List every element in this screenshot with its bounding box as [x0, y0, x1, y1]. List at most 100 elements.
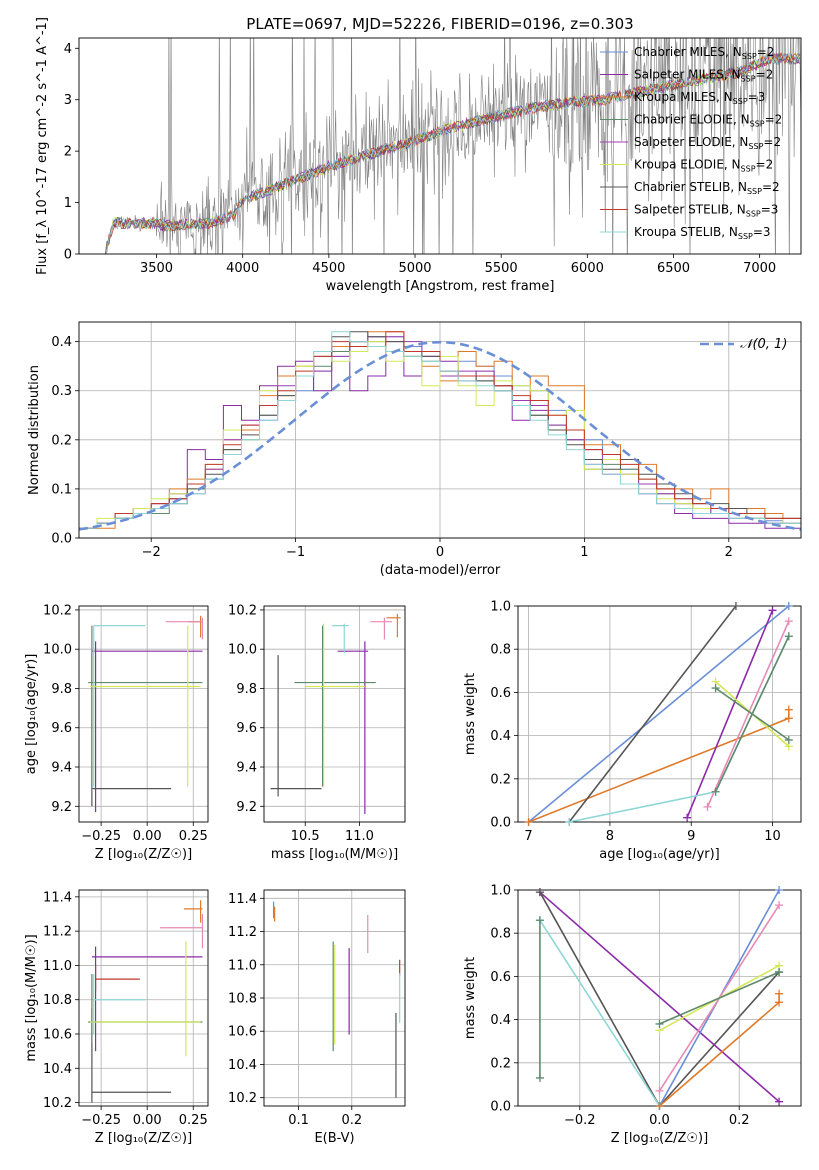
y-tick-label: 0.8 — [490, 643, 511, 658]
legend-count: =2 — [756, 68, 774, 82]
y-tick-label: 9.6 — [51, 721, 72, 736]
x-tick-label: 11.0 — [345, 829, 374, 844]
weight-marker — [784, 617, 793, 626]
legend-subscript: SSP — [750, 120, 765, 129]
y-axis-label: Flux [f_λ 10^-17 erg cm^-2 s^-1 A^-1] — [35, 17, 50, 275]
y-tick-label: 0.2 — [51, 433, 72, 448]
y-tick-label: 10.8 — [43, 993, 72, 1008]
x-tick-label: 10.5 — [291, 829, 320, 844]
panel-mass-age: 10.5 11.0 9.2 9.4 9.6 9.8 10.0 10.2 mass [log₁₀(… — [228, 603, 406, 862]
normal-curve — [79, 340, 801, 531]
panel-z-weight: −0.2 0.0 0.2 0.0 0.2 0.4 0.6 0.8 1.0 Z [log₁₀(Z/Z… — [463, 884, 802, 1146]
x-tick-label: 0.25 — [179, 829, 208, 844]
weight-marker — [655, 1102, 664, 1110]
y-tick-label: 0.4 — [490, 729, 511, 744]
data-spectrum — [105, 38, 801, 254]
x-tick-label: 5500 — [485, 261, 518, 276]
x-tick-label: 9 — [687, 829, 695, 844]
y-axis-label: mass weight — [463, 957, 478, 1039]
weight-marker — [775, 901, 784, 910]
legend-label: Salpeter MILES, NSSP=2 — [634, 68, 773, 84]
y-tick-label: 10.6 — [228, 1025, 257, 1040]
weight-marker — [784, 602, 793, 610]
axes-frame — [517, 605, 802, 823]
x-axis-label: Z [log₁₀(Z/Z☉)] — [95, 1131, 192, 1146]
x-tick-label: −1 — [286, 545, 305, 560]
weight-marker — [775, 886, 784, 894]
x-tick-label: 4500 — [312, 261, 345, 276]
y-tick-label: 0.4 — [51, 335, 72, 350]
legend-label: Kroupa MILES, NSSP=3 — [634, 90, 765, 106]
y-tick-label: 9.4 — [51, 761, 72, 776]
y-tick-label: 4 — [64, 42, 72, 57]
weight-marker — [535, 1073, 544, 1082]
y-tick-label: 11.0 — [228, 958, 257, 973]
weight-line — [528, 606, 790, 822]
weight-marker — [775, 1097, 784, 1106]
weight-marker — [784, 714, 793, 723]
x-axis-label: mass [log₁₀(M/M☉)] — [271, 847, 398, 862]
y-tick-label: 0.4 — [490, 1013, 511, 1028]
legend-count: =2 — [762, 180, 780, 194]
panel-spectrum: 3500 4000 4500 5000 5500 6000 6500 7000 0 1 2 3 4 wav… — [35, 17, 802, 294]
weight-marker — [703, 802, 712, 811]
y-tick-label: 11.4 — [43, 890, 72, 905]
model-spectrum — [105, 52, 800, 254]
x-tick-label: 5000 — [398, 261, 431, 276]
weight-marker — [655, 1019, 664, 1028]
x-tick-label: 4000 — [226, 261, 259, 276]
weight-marker — [711, 684, 720, 693]
legend-subscript: SSP — [733, 97, 748, 106]
x-tick-label: 10 — [764, 829, 781, 844]
legend-count: =2 — [763, 135, 781, 149]
x-tick-label: 0.0 — [649, 1113, 670, 1128]
weight-marker — [711, 787, 720, 796]
weight-line — [686, 609, 774, 819]
axes-frame — [78, 889, 209, 1107]
weight-line — [706, 620, 790, 808]
y-tick-label: 9.2 — [236, 800, 257, 815]
x-tick-label: −2 — [142, 545, 161, 560]
legend-subscript: SSP — [746, 210, 761, 219]
x-axis-label: E(B-V) — [314, 1131, 354, 1146]
x-tick-label: 0.00 — [133, 829, 162, 844]
x-tick-label: 0.25 — [179, 1113, 208, 1128]
weight-marker — [784, 735, 793, 744]
y-axis-label: Normed distribution — [27, 365, 42, 495]
x-axis-label: wavelength [Angstrom, rest frame] — [326, 279, 555, 294]
x-tick-label: 0 — [436, 545, 444, 560]
legend-label: Kroupa ELODIE, NSSP=2 — [634, 158, 773, 174]
weight-line — [539, 919, 661, 1106]
y-tick-label: 1 — [64, 196, 72, 211]
y-tick-label: 10.0 — [228, 643, 257, 658]
axes-frame — [78, 605, 209, 823]
plot-area — [528, 606, 790, 822]
x-axis-label: (data-model)/error — [380, 563, 501, 578]
plot-area — [88, 615, 204, 813]
legend-subscript: SSP — [741, 165, 756, 174]
y-tick-label: 3 — [64, 93, 72, 108]
x-tick-label: 0.2 — [341, 1113, 362, 1128]
weight-marker — [784, 705, 793, 714]
y-tick-label: 10.4 — [43, 1062, 72, 1077]
plot-area — [270, 613, 401, 815]
weight-line — [569, 635, 790, 822]
plot-area — [79, 331, 801, 538]
y-tick-label: 0.6 — [490, 686, 511, 701]
y-tick-label: 11.0 — [43, 959, 72, 974]
legend-count: =3 — [748, 90, 766, 104]
x-tick-label: 8 — [606, 829, 614, 844]
weight-line — [568, 606, 737, 822]
y-tick-label: 0 — [64, 248, 72, 263]
y-tick-label: 11.4 — [228, 892, 257, 907]
legend-count: =2 — [765, 113, 783, 127]
weight-marker — [775, 989, 784, 998]
x-axis-label: Z [log₁₀(Z/Z☉)] — [611, 1131, 708, 1146]
y-tick-label: 0.6 — [490, 970, 511, 985]
x-tick-label: 2 — [725, 545, 733, 560]
x-tick-label: 3500 — [140, 261, 173, 276]
x-tick-label: −0.25 — [81, 829, 121, 844]
x-tick-label: 6500 — [657, 261, 690, 276]
x-tick-label: 7000 — [743, 261, 776, 276]
